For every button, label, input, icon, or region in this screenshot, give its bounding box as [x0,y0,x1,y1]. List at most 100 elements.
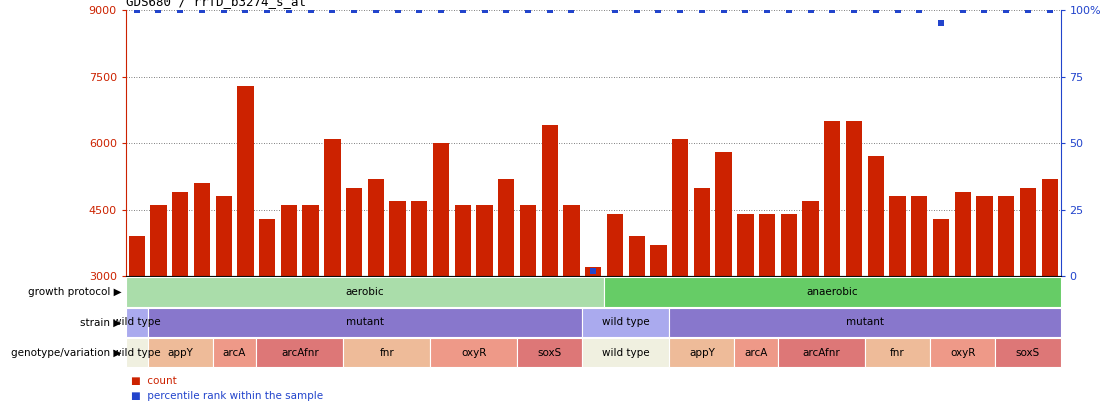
Bar [585,267,602,405]
Bar [368,179,384,405]
Point [215,7,233,13]
Point [258,7,276,13]
Bar [477,205,492,405]
Text: arcAfnr: arcAfnr [281,348,319,358]
Text: strain ▶: strain ▶ [80,318,121,327]
Text: mutant: mutant [846,318,883,327]
Point [280,7,297,13]
Bar [976,196,993,405]
Bar [604,277,1061,307]
Bar [256,338,343,367]
Point [193,7,211,13]
Text: fnr: fnr [890,348,905,358]
Bar [1042,179,1058,405]
Bar [564,205,579,405]
Point [367,7,384,13]
Text: aerobic: aerobic [345,287,384,297]
Point [736,7,754,13]
Bar [541,126,558,405]
Bar [433,143,449,405]
Point [780,7,798,13]
Bar [343,338,430,367]
Point [823,7,841,13]
Point [759,7,776,13]
Text: arcA: arcA [223,348,246,358]
Bar [150,205,167,405]
Text: ■  count: ■ count [131,375,177,386]
Text: soxS: soxS [538,348,561,358]
Bar [889,196,906,405]
Text: appY: appY [688,348,715,358]
Bar [868,156,883,405]
Point [910,7,928,13]
Point [345,7,363,13]
Text: oxyR: oxyR [461,348,487,358]
Point [997,7,1015,13]
Text: wild type: wild type [113,348,160,358]
Point [954,7,971,13]
Bar [670,338,734,367]
Bar [237,85,254,405]
Bar [172,192,188,405]
Point [585,268,603,274]
Bar [498,179,515,405]
Point [693,7,711,13]
Bar [715,152,732,405]
Point [149,7,167,13]
Point [1040,7,1058,13]
Bar [781,214,797,405]
Bar [607,214,623,405]
Point [476,7,494,13]
Text: mutant: mutant [346,318,384,327]
Bar [520,205,536,405]
Bar [824,121,840,405]
Point [172,7,189,13]
Bar [390,201,405,405]
Bar [955,192,971,405]
Point [649,7,667,13]
Bar [126,277,604,307]
Text: ■  percentile rank within the sample: ■ percentile rank within the sample [131,391,323,401]
Text: growth protocol ▶: growth protocol ▶ [28,287,121,297]
Bar [517,338,583,367]
Bar [846,121,862,405]
Text: GDS680 / rrfD_b3274_s_at: GDS680 / rrfD_b3274_s_at [126,0,306,8]
Bar [194,183,211,405]
Bar [864,338,930,367]
Bar [430,338,517,367]
Bar [778,338,864,367]
Bar [303,205,319,405]
Bar [148,308,583,337]
Bar [802,201,819,405]
Text: anaerobic: anaerobic [807,287,858,297]
Bar [995,338,1061,367]
Point [389,7,407,13]
Bar [260,219,275,405]
Bar [911,196,927,405]
Point [432,7,450,13]
Bar [324,139,341,405]
Text: oxyR: oxyR [950,348,976,358]
Bar [759,214,775,405]
Bar [126,308,148,337]
Point [606,7,624,13]
Bar [583,308,670,337]
Point [976,7,994,13]
Bar [672,139,688,405]
Bar [628,236,645,405]
Bar [651,245,666,405]
Point [453,7,471,13]
Text: soxS: soxS [1016,348,1040,358]
Point [323,7,341,13]
Bar [281,205,297,405]
Text: wild type: wild type [113,318,160,327]
Point [802,7,820,13]
Bar [737,214,753,405]
Bar [734,338,778,367]
Point [889,7,907,13]
Text: arcAfnr: arcAfnr [802,348,840,358]
Point [628,7,646,13]
Point [236,7,254,13]
Bar [455,205,471,405]
Point [715,7,733,13]
